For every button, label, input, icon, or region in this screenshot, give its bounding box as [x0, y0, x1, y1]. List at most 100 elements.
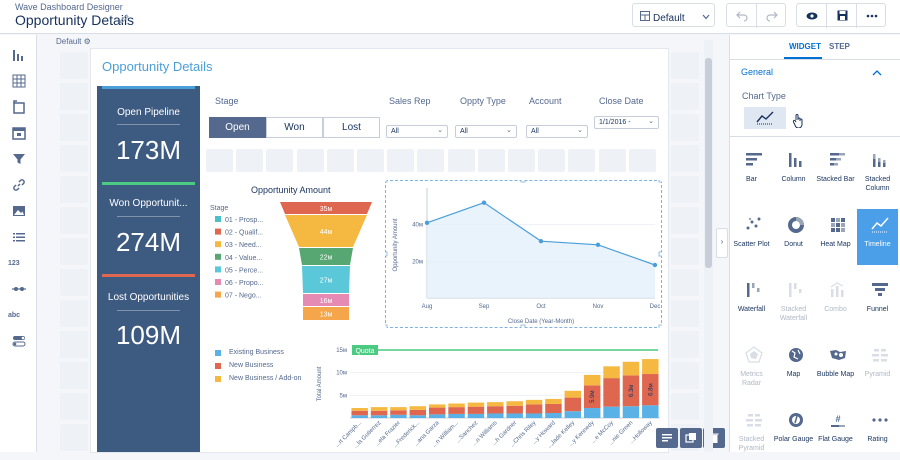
account-value: All	[531, 128, 539, 135]
funnel-chart[interactable]: Stage 01 - Prosp... 02 - Qualif... 03 - Ne…	[210, 196, 390, 336]
y-tick-label: 40м	[412, 223, 423, 229]
number-widget-icon[interactable]: 123	[8, 260, 20, 267]
container-widget-icon[interactable]	[11, 99, 27, 115]
bar-segment	[603, 378, 620, 407]
stage-button-won[interactable]: Won	[266, 117, 323, 138]
chart-type-timeline[interactable]: Timeline	[857, 209, 898, 265]
chart-type-pyramid[interactable]: Pyramid	[857, 339, 898, 395]
current-chart-type[interactable]	[744, 107, 786, 129]
oppty-type-label: Oppty Type	[460, 96, 506, 106]
text-widget-icon[interactable]: abc	[8, 312, 21, 319]
oppty-type-select[interactable]: All ⌄	[455, 125, 517, 138]
scrollbar-thumb[interactable]	[705, 58, 712, 268]
list-widget-icon[interactable]	[11, 229, 27, 245]
chart-type-waterfall[interactable]: Waterfall	[731, 274, 772, 330]
preview-button[interactable]	[797, 4, 827, 28]
data-label: 6.3м	[629, 385, 635, 397]
chart-type-flat-gauge[interactable]: # Flat Gauge	[815, 404, 856, 460]
legend-swatch	[215, 241, 221, 248]
bar-segment	[583, 408, 601, 418]
toggle-widget-icon[interactable]	[11, 333, 27, 349]
date-widget-icon[interactable]	[11, 125, 27, 141]
resize-handle	[385, 324, 388, 328]
legend-swatch	[215, 228, 221, 235]
chart-type-combo[interactable]: Combo	[815, 274, 856, 330]
general-section-header[interactable]: General	[741, 67, 774, 77]
chart-widget-icon[interactable]	[11, 47, 27, 63]
redo-button[interactable]	[757, 4, 787, 28]
undo-button[interactable]	[727, 4, 757, 28]
range-widget-icon[interactable]	[11, 281, 27, 297]
more-button[interactable]	[857, 4, 887, 28]
pencil-icon[interactable]	[118, 12, 132, 26]
bar-segment	[467, 402, 485, 407]
chart-type-scatter[interactable]: Scatter Plot	[731, 209, 772, 265]
chart-type-bar[interactable]: Bar	[731, 144, 772, 200]
legend-label: 01 - Prosp...	[225, 217, 263, 224]
account-label: Account	[529, 96, 562, 106]
bar-segment	[506, 413, 523, 418]
link-widget-icon[interactable]	[11, 177, 27, 193]
bar-segment	[603, 366, 620, 379]
format-button[interactable]	[656, 428, 678, 448]
chart-type-polar-gauge[interactable]: Polar Gauge	[773, 404, 814, 460]
chart-type-funnel[interactable]: Funnel	[857, 274, 898, 330]
chart-type-bubble-map[interactable]: Bubble Map	[815, 339, 856, 395]
data-point	[481, 200, 487, 205]
page-title: Opportunity Details	[15, 12, 135, 28]
grid-cell	[671, 83, 699, 110]
placeholder-cell	[598, 149, 626, 172]
stage-button-lost[interactable]: Lost	[323, 117, 380, 138]
kpi-panel[interactable]: Open Pipeline 173M Won Opportunit... 274…	[97, 86, 200, 452]
placeholder-cell	[296, 149, 324, 172]
resize-handle	[658, 324, 662, 328]
save-button[interactable]	[827, 4, 857, 28]
account-select[interactable]: All ⌄	[526, 125, 588, 138]
copy-icon	[685, 433, 696, 443]
close-date-select[interactable]: 1/1/2016 - ⌄	[594, 116, 659, 129]
bar-segment	[564, 397, 582, 412]
bar-segment	[409, 409, 427, 416]
funnel-segment	[280, 202, 372, 214]
chart-type-stacked-waterfall[interactable]: Stacked Waterfall	[773, 274, 814, 330]
chart-type-stacked-bar[interactable]: Stacked Bar	[815, 144, 856, 200]
table-widget-icon[interactable]	[11, 73, 27, 89]
grid-cell	[671, 145, 699, 172]
chart-type-label: Metrics Radar	[740, 371, 763, 387]
chart-type-label: Funnel	[866, 306, 889, 313]
divider	[756, 4, 757, 28]
quota-label: Quota	[355, 348, 374, 355]
timeline-icon	[857, 209, 900, 235]
text-format-icon	[662, 434, 672, 442]
line-area	[427, 202, 655, 298]
chevron-down-icon: ⌄	[577, 127, 583, 134]
panel-collapse-button[interactable]: ›	[716, 228, 728, 258]
tab-step[interactable]: STEP	[829, 42, 850, 51]
bar-segment	[583, 374, 601, 386]
layout-label[interactable]: Default ⚙	[56, 37, 91, 46]
image-widget-icon[interactable]	[11, 203, 27, 219]
chart-type-donut[interactable]: Donut	[773, 209, 814, 265]
funnel-segment	[302, 266, 350, 293]
sales-rep-select[interactable]: All ⌄	[386, 125, 448, 138]
clone-button[interactable]	[680, 428, 702, 448]
grid-cell	[671, 114, 699, 141]
chart-type-map[interactable]: Map	[773, 339, 814, 395]
chart-type-radar[interactable]: Metrics Radar	[731, 339, 772, 395]
stage-button-open[interactable]: Open	[209, 117, 266, 138]
dashboard-title[interactable]: Opportunity Details	[102, 59, 213, 74]
layout-select[interactable]: Default	[632, 3, 715, 27]
chart-type-stacked-pyramid[interactable]: Stacked Pyramid	[731, 404, 772, 460]
bar-segment	[351, 415, 368, 418]
chart-type-heatmap[interactable]: Heat Map	[815, 209, 856, 265]
filter-widget-icon[interactable]	[11, 151, 27, 167]
resize-handle	[385, 180, 388, 183]
bar-segment	[603, 406, 620, 418]
chart-type-stacked-column[interactable]: Stacked Column	[857, 144, 898, 200]
chart-type-column[interactable]: Column	[773, 144, 814, 200]
timeline-chart[interactable]: 20м 40м Aug Sep Oct Nov Dec Close Date (Year-Mo…	[385, 180, 662, 328]
chart-type-rating[interactable]: Rating	[857, 404, 898, 460]
chevron-up-icon[interactable]	[872, 69, 882, 76]
tab-widget[interactable]: WIDGET	[789, 42, 821, 51]
